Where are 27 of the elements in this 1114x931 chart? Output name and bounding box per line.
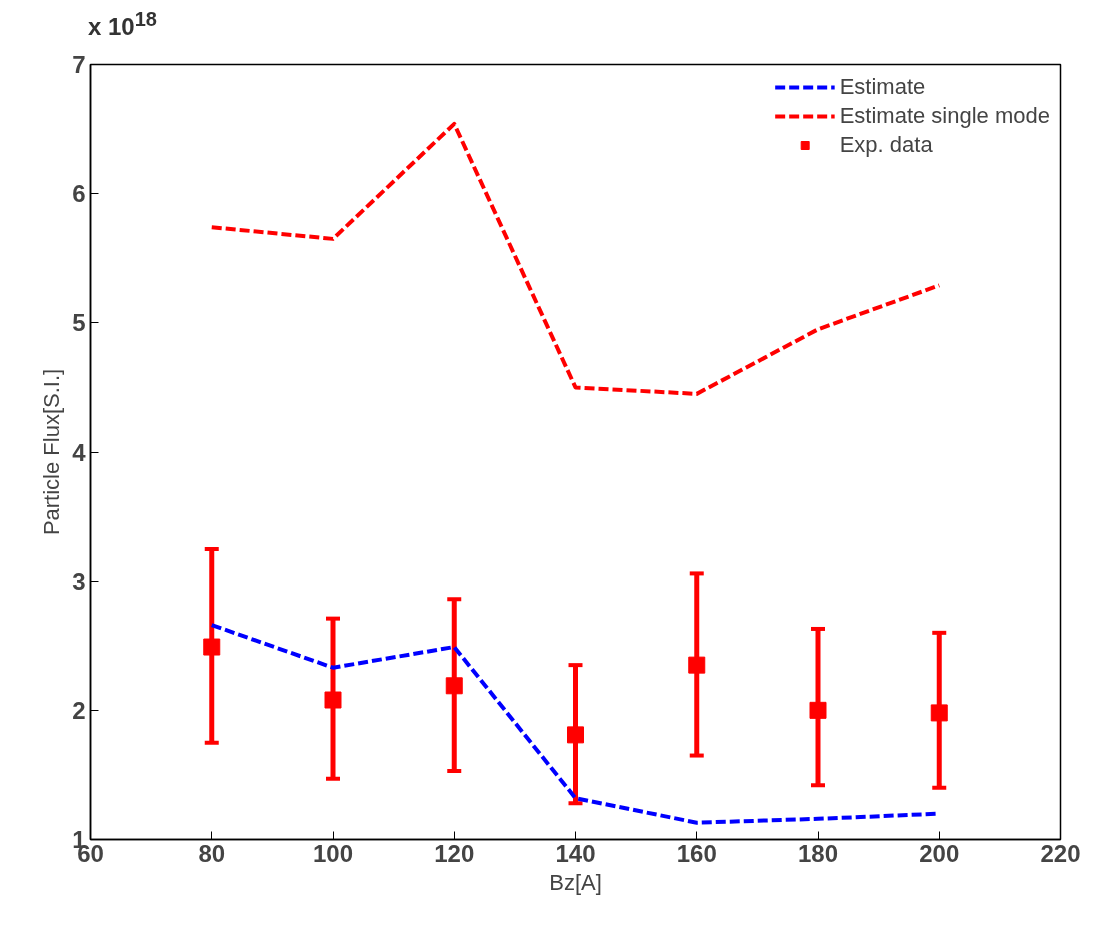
y-tick-label: 5 <box>72 309 86 337</box>
x-tick-label: 160 <box>676 839 717 867</box>
point <box>688 656 706 674</box>
point <box>567 726 584 744</box>
y-tick-label: 2 <box>72 697 86 725</box>
x-tick-label: 220 <box>1040 839 1081 867</box>
x-axis-title: Bz[A] <box>549 869 602 895</box>
x-tick-label: 200 <box>919 839 960 867</box>
legend-label: Exp. data <box>839 132 933 159</box>
x-tick-label: 100 <box>312 839 354 867</box>
x-tick-label: 120 <box>434 839 475 867</box>
point <box>809 702 827 720</box>
legend-label: Estimate single mode <box>839 103 1050 130</box>
point <box>930 704 948 722</box>
x-tick-label: 80 <box>198 839 226 867</box>
text: x 10$^{18}$ <box>88 7 157 42</box>
x-tick-label: 180 <box>797 839 839 867</box>
point <box>445 677 463 695</box>
point <box>203 638 221 656</box>
y-tick-label: 4 <box>72 438 87 466</box>
y-tick-label: 7 <box>72 51 86 79</box>
point <box>324 691 342 709</box>
y-axis-title: Particle Flux[S.I.] <box>39 369 65 536</box>
x-tick-label: 140 <box>555 839 596 867</box>
y-tick-label: 3 <box>72 567 86 595</box>
y-tick-label: 6 <box>72 180 86 208</box>
legend-label: Estimate <box>839 74 926 101</box>
